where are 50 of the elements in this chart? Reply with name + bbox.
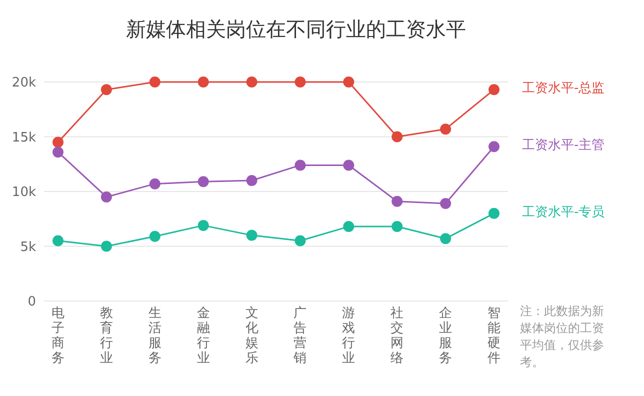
x-tick-label: 广告营销 (292, 306, 307, 366)
point (246, 76, 258, 88)
point (294, 160, 306, 171)
x-tick-label: 企业服务 (439, 306, 452, 366)
point (246, 230, 258, 241)
point (149, 76, 160, 88)
point (52, 136, 64, 148)
x-tick-label: 游戏行业 (342, 306, 356, 366)
x-tick-label: 文化娱乐 (245, 306, 258, 366)
point (198, 76, 209, 88)
point (392, 221, 403, 232)
point (100, 84, 112, 96)
y-tick-label: 0 (28, 294, 36, 310)
point (100, 240, 112, 252)
point (198, 220, 209, 231)
point (343, 76, 354, 88)
point (52, 146, 64, 158)
point (488, 141, 500, 152)
point (246, 175, 258, 186)
x-tick-label: 金融行业 (196, 306, 210, 366)
series-label: 工资水平-总监 (522, 81, 605, 96)
x-tick-label: 社交网络 (390, 306, 404, 366)
x-tick-label: 生活服务 (148, 306, 162, 366)
y-tick-label: 20k (12, 76, 36, 91)
point (440, 124, 452, 135)
x-tick-label: 智能硬件 (488, 306, 500, 366)
point (52, 235, 64, 246)
point (100, 191, 112, 202)
x-tick-label: 电子商务 (52, 306, 64, 366)
series-label: 工资水平-主管 (522, 137, 605, 154)
chart-title: 新媒体相关岗位在不同行业的工资水平 (126, 17, 466, 41)
point (343, 160, 354, 171)
point (440, 198, 452, 210)
point (392, 131, 403, 142)
point (198, 176, 209, 188)
text: 注：此数据为新媒体岗位的工资平均值，仅供参考。 (520, 304, 604, 369)
point (440, 233, 452, 244)
point (294, 76, 306, 88)
y-tick-label: 5k (20, 240, 36, 255)
point (343, 221, 354, 232)
point (488, 84, 500, 96)
y-tick-label: 10k (12, 185, 36, 200)
point (149, 178, 160, 190)
point (294, 235, 306, 246)
point (488, 208, 500, 219)
point (392, 196, 403, 207)
x-tick-label: 教育行业 (100, 306, 113, 366)
y-tick-label: 15k (12, 130, 36, 146)
series-label: 工资水平-专员 (522, 204, 605, 220)
point (149, 230, 160, 242)
